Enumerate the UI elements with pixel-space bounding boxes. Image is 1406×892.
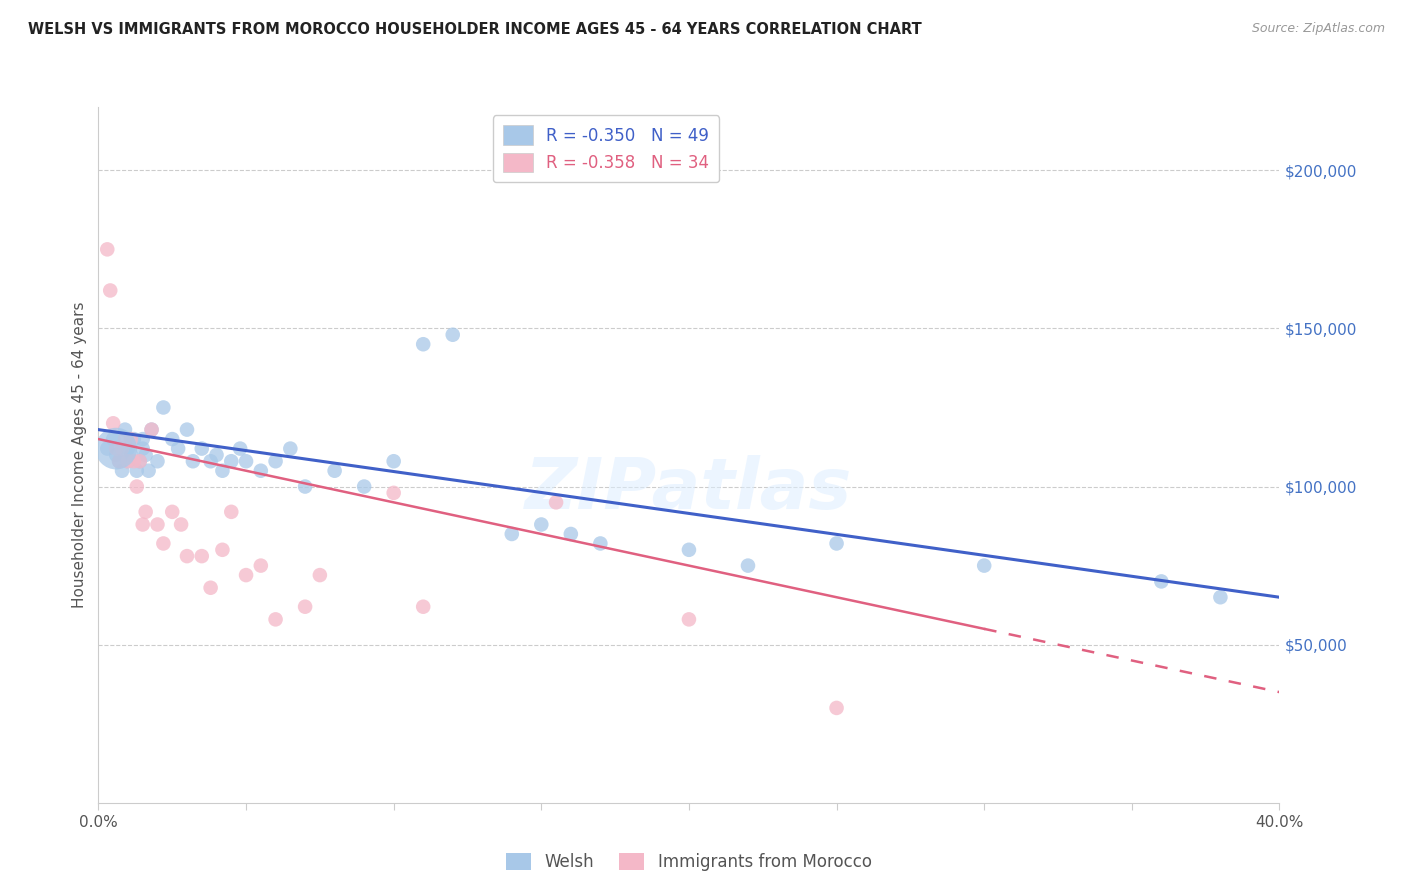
- Point: [412, 599, 434, 614]
- Point: [205, 448, 228, 462]
- Point: [264, 612, 287, 626]
- Point: [191, 549, 214, 563]
- Point: [117, 454, 139, 468]
- Point: [825, 536, 848, 550]
- Point: [103, 417, 125, 431]
- Point: [200, 581, 222, 595]
- Y-axis label: Householder Income Ages 45 - 64 years: Householder Income Ages 45 - 64 years: [72, 301, 87, 608]
- Point: [132, 442, 155, 456]
- Point: [382, 454, 405, 468]
- Point: [278, 442, 302, 456]
- Point: [353, 479, 375, 493]
- Point: [211, 542, 233, 557]
- Point: [162, 432, 183, 446]
- Point: [117, 454, 139, 468]
- Point: [108, 454, 131, 468]
- Point: [412, 337, 434, 351]
- Point: [111, 442, 134, 456]
- Point: [678, 612, 700, 626]
- Point: [128, 454, 150, 468]
- Point: [441, 327, 464, 342]
- Point: [235, 568, 257, 582]
- Point: [294, 479, 316, 493]
- Point: [973, 558, 995, 573]
- Point: [294, 599, 316, 614]
- Point: [114, 432, 136, 446]
- Text: Source: ZipAtlas.com: Source: ZipAtlas.com: [1251, 22, 1385, 36]
- Point: [108, 454, 131, 468]
- Point: [132, 432, 155, 446]
- Point: [737, 558, 759, 573]
- Point: [122, 454, 145, 468]
- Point: [250, 464, 273, 478]
- Point: [229, 442, 252, 456]
- Point: [678, 542, 700, 557]
- Point: [546, 495, 568, 509]
- Point: [128, 454, 150, 468]
- Point: [125, 464, 148, 478]
- Point: [132, 517, 155, 532]
- Text: ZIPatlas: ZIPatlas: [526, 455, 852, 524]
- Point: [105, 442, 128, 456]
- Point: [1209, 591, 1232, 605]
- Point: [309, 568, 332, 582]
- Point: [135, 448, 157, 462]
- Point: [146, 454, 169, 468]
- Point: [152, 536, 174, 550]
- Point: [530, 517, 553, 532]
- Legend: Welsh, Immigrants from Morocco: Welsh, Immigrants from Morocco: [499, 847, 879, 878]
- Point: [120, 448, 142, 462]
- Point: [211, 464, 233, 478]
- Point: [114, 423, 136, 437]
- Point: [98, 284, 121, 298]
- Point: [105, 448, 128, 462]
- Point: [141, 423, 163, 437]
- Point: [382, 486, 405, 500]
- Point: [122, 432, 145, 446]
- Point: [117, 442, 139, 456]
- Point: [120, 432, 142, 446]
- Point: [170, 517, 193, 532]
- Point: [264, 454, 287, 468]
- Point: [125, 479, 148, 493]
- Point: [111, 464, 134, 478]
- Point: [152, 401, 174, 415]
- Point: [589, 536, 612, 550]
- Point: [1150, 574, 1173, 589]
- Point: [176, 423, 198, 437]
- Point: [141, 423, 163, 437]
- Point: [200, 454, 222, 468]
- Point: [219, 505, 242, 519]
- Point: [323, 464, 346, 478]
- Point: [103, 432, 125, 446]
- Point: [250, 558, 273, 573]
- Point: [96, 442, 118, 456]
- Point: [219, 454, 242, 468]
- Point: [167, 442, 190, 456]
- Text: WELSH VS IMMIGRANTS FROM MOROCCO HOUSEHOLDER INCOME AGES 45 - 64 YEARS CORRELATI: WELSH VS IMMIGRANTS FROM MOROCCO HOUSEHO…: [28, 22, 922, 37]
- Point: [105, 442, 128, 456]
- Point: [825, 701, 848, 715]
- Point: [146, 517, 169, 532]
- Point: [501, 527, 523, 541]
- Point: [138, 464, 160, 478]
- Point: [235, 454, 257, 468]
- Point: [191, 442, 214, 456]
- Point: [162, 505, 183, 519]
- Point: [181, 454, 204, 468]
- Point: [135, 505, 157, 519]
- Point: [560, 527, 582, 541]
- Point: [96, 243, 118, 257]
- Point: [176, 549, 198, 563]
